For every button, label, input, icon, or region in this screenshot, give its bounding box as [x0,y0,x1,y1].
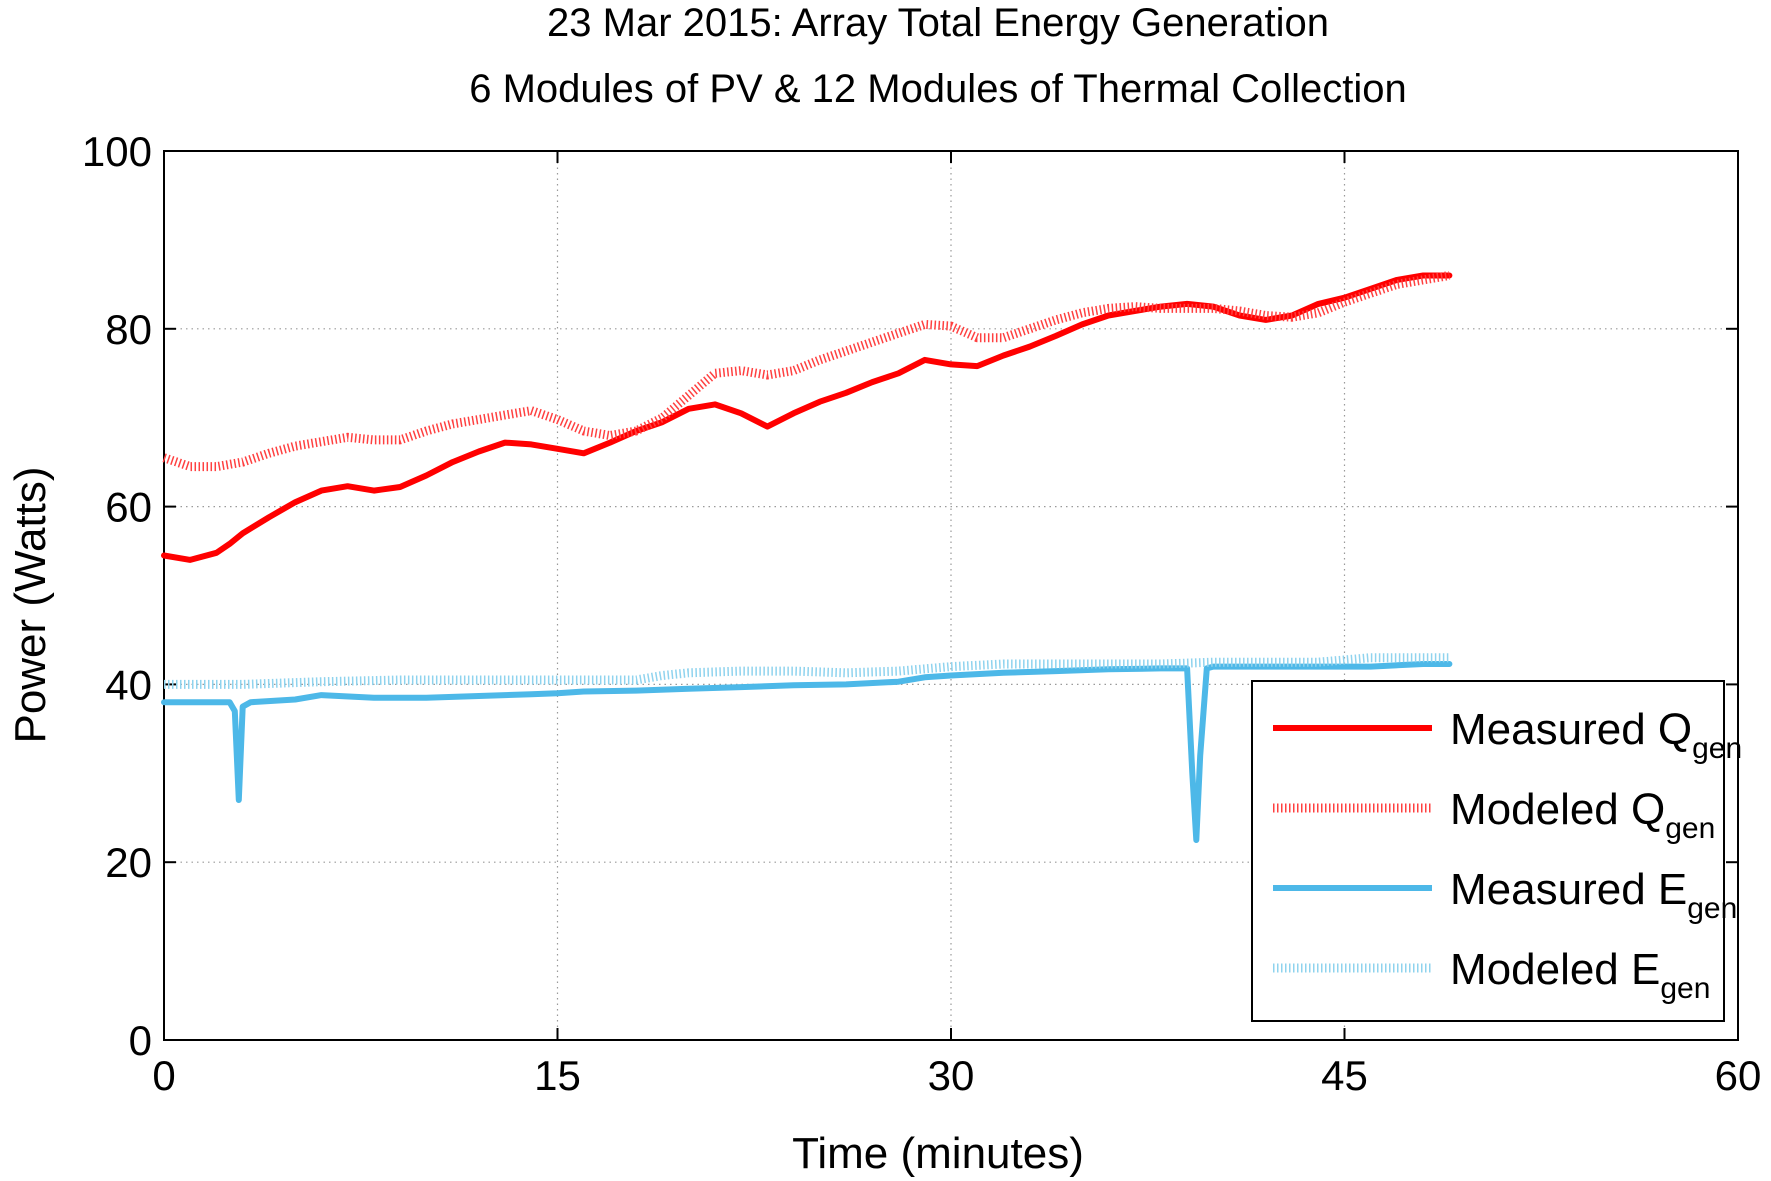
plot-series [161,271,1453,843]
y-tick-label: 100 [82,128,152,175]
chart-title-line-1: 23 Mar 2015: Array Total Energy Generati… [547,1,1329,45]
x-tick-label: 60 [1715,1052,1762,1099]
legend-box [1251,680,1725,1022]
x-axis-label: Time (minutes) [792,1129,1084,1178]
series-line-modeled-qgen [162,271,1451,472]
chart-title-line-2: 6 Modules of PV & 12 Modules of Thermal … [469,67,1407,111]
legend-label-main: Measured E [1450,865,1687,914]
legend-label-modeled-egen: Modeled Egen [1450,945,1710,1005]
y-tick-label: 20 [105,839,152,886]
x-tick-label: 30 [928,1052,975,1099]
series-line-modeled-egen [164,653,1450,689]
legend-label-subscript: gen [1665,812,1715,845]
series-line-measured-qgen [161,272,1453,563]
legend-label-main: Measured Q [1450,705,1692,754]
x-tick-label: 0 [152,1052,175,1099]
legend-label-measured-qgen: Measured Qgen [1450,705,1742,765]
x-tick-label: 45 [1321,1052,1368,1099]
legend-label-measured-egen: Measured Egen [1450,865,1737,925]
y-axis-label: Power (Watts) [6,466,55,743]
y-tick-label: 80 [105,306,152,353]
grid [164,151,1738,1040]
legend-label-main: Modeled Q [1450,785,1665,834]
legend-label-subscript: gen [1692,732,1742,765]
axes [163,150,1739,1041]
y-tick-label: 40 [105,661,152,708]
legend-label-subscript: gen [1687,892,1737,925]
y-tick-label: 0 [129,1017,152,1064]
legend-label-subscript: gen [1660,972,1710,1005]
legend-label-main: Modeled E [1450,945,1660,994]
x-tick-label: 15 [534,1052,581,1099]
y-tick-label: 60 [105,484,152,531]
tick-labels: 0 15 30 45 60 0 20 40 60 80 100 [82,128,1761,1099]
series-line-measured-egen [161,661,1453,843]
legend-label-modeled-qgen: Modeled Qgen [1450,785,1715,845]
